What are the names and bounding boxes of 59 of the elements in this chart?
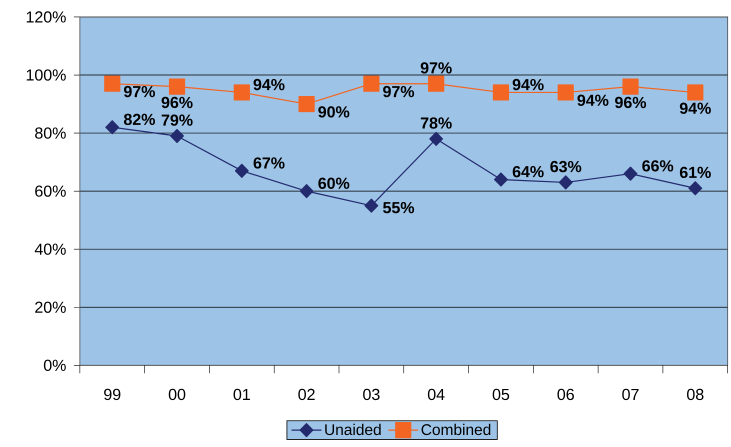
x-tick-label: 03 xyxy=(363,388,380,400)
data-label: 55% xyxy=(383,202,414,214)
point xyxy=(104,76,120,92)
data-label: 63% xyxy=(550,160,582,172)
point xyxy=(105,120,120,134)
data-label: 90% xyxy=(318,106,350,118)
legend-label: Unaided xyxy=(325,424,381,436)
point xyxy=(428,76,444,92)
x-tick-label: 02 xyxy=(298,388,315,400)
y-tick-label: 100% xyxy=(26,69,66,81)
x-tick-label: 00 xyxy=(168,388,186,400)
data-label: 79% xyxy=(162,114,193,126)
point xyxy=(234,164,249,178)
y-tick-label: 120% xyxy=(26,11,66,23)
point xyxy=(168,78,186,95)
data-label: 94% xyxy=(577,94,608,106)
point xyxy=(298,96,315,112)
point xyxy=(624,166,638,181)
data-label: 97% xyxy=(124,86,155,98)
point xyxy=(622,78,639,95)
x-tick-label: 04 xyxy=(428,388,445,400)
y-tick-label: 20% xyxy=(35,302,66,313)
data-label: 97% xyxy=(420,62,452,74)
legend-label: Combined xyxy=(422,424,490,436)
x-tick-label: 06 xyxy=(557,388,574,400)
data-label: 96% xyxy=(162,96,193,108)
point xyxy=(170,128,184,143)
x-tick-label: 01 xyxy=(234,388,250,400)
data-label: 64% xyxy=(512,166,544,178)
data-label: 82% xyxy=(124,114,155,125)
data-label: 94% xyxy=(254,78,285,90)
data-label: 78% xyxy=(420,117,452,129)
point xyxy=(494,172,508,187)
y-tick-label: 0% xyxy=(44,360,66,371)
point xyxy=(363,76,380,92)
point xyxy=(492,84,510,100)
data-label: 61% xyxy=(680,166,711,178)
y-tick-label: 60% xyxy=(35,185,66,197)
data-label: 96% xyxy=(615,96,646,108)
x-tick-label: 07 xyxy=(622,388,639,400)
data-label: 67% xyxy=(254,157,285,169)
data-label: 60% xyxy=(318,178,350,189)
x-tick-label: 05 xyxy=(492,388,510,400)
point xyxy=(429,132,444,146)
data-label: 94% xyxy=(680,102,711,114)
y-tick-label: 80% xyxy=(35,127,66,139)
point xyxy=(558,84,574,100)
y-tick-label: 40% xyxy=(34,243,66,255)
data-label: 94% xyxy=(512,78,544,90)
point xyxy=(687,84,704,100)
data-label: 66% xyxy=(642,160,674,172)
x-tick-label: 08 xyxy=(687,388,704,400)
point xyxy=(558,175,573,190)
data-label: 97% xyxy=(383,86,414,98)
point xyxy=(364,198,378,213)
point xyxy=(688,181,702,196)
point xyxy=(300,184,314,198)
point xyxy=(234,84,250,100)
x-tick-label: 99 xyxy=(104,388,120,400)
